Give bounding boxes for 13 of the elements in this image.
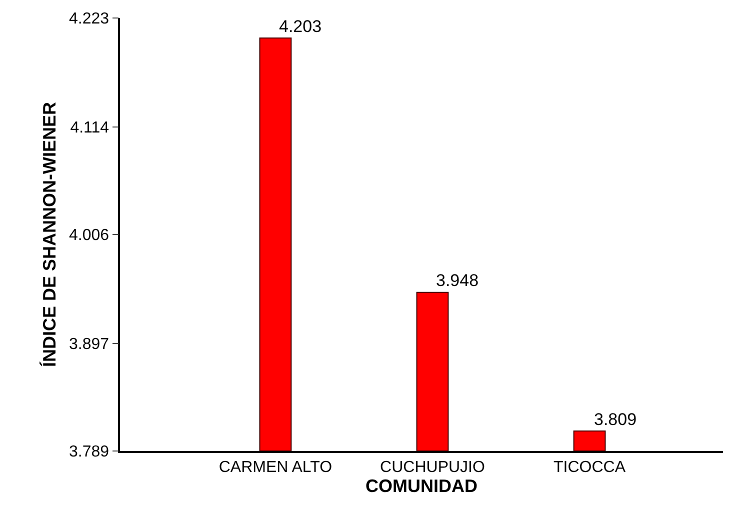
y-axis-title: ÍNDICE DE SHANNON-WIENER — [40, 102, 60, 368]
data-label: 3.809 — [594, 410, 637, 429]
y-tick-label: 3.897 — [69, 336, 110, 353]
data-label: 3.948 — [436, 271, 479, 290]
data-label: 4.203 — [279, 17, 322, 36]
x-tick-label: CUCHUPUJIO — [380, 458, 485, 476]
y-tick-label: 4.223 — [69, 10, 110, 28]
x-axis-title: COMUNIDAD — [366, 476, 478, 496]
y-tick-label: 3.789 — [69, 444, 110, 461]
x-tick-label: CARMEN ALTO — [218, 458, 332, 476]
y-tick-label: 4.114 — [70, 119, 110, 136]
y-tick-label: 4.006 — [69, 227, 110, 244]
x-tick-label: TICOCCA — [554, 458, 626, 476]
